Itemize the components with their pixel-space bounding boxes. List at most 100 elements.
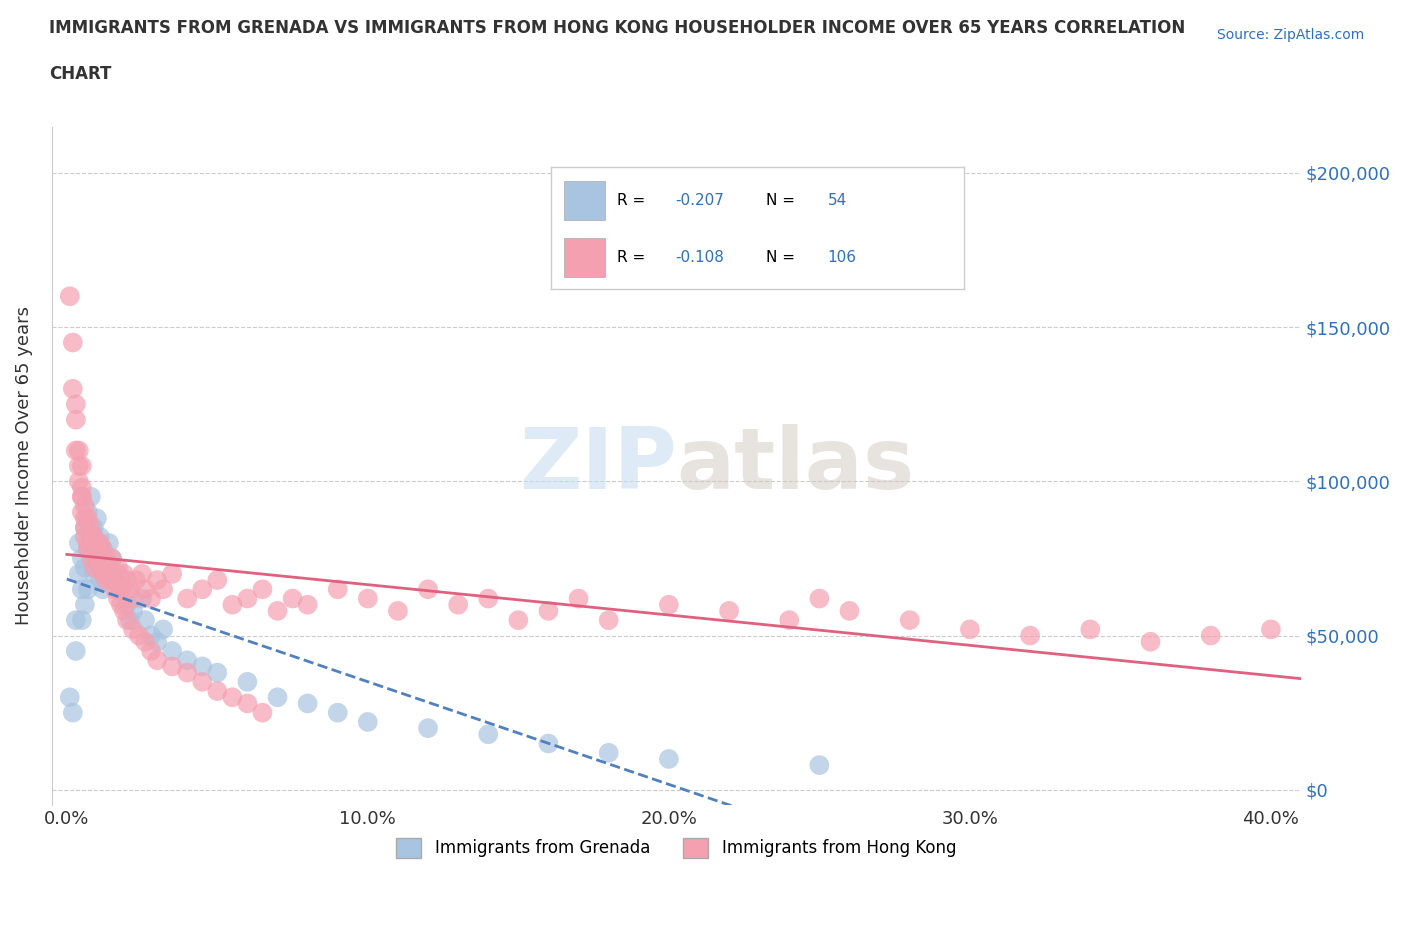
Point: [326, 582, 349, 597]
Point: [91, 542, 114, 557]
Point: [80, 536, 103, 551]
Point: [115, 613, 138, 628]
Point: [191, 674, 214, 689]
Point: [236, 674, 259, 689]
Point: [94, 560, 117, 575]
Point: [65, 397, 87, 412]
Point: [70, 458, 93, 473]
Point: [1260, 622, 1282, 637]
Point: [65, 443, 87, 458]
Point: [80, 551, 103, 565]
Point: [207, 573, 229, 588]
Point: [115, 573, 138, 588]
Point: [70, 489, 93, 504]
Point: [778, 613, 800, 628]
Point: [76, 511, 98, 525]
Point: [67, 566, 90, 581]
Point: [326, 705, 349, 720]
Point: [89, 536, 111, 551]
Point: [131, 591, 153, 606]
Point: [152, 582, 174, 597]
Point: [658, 751, 681, 766]
Point: [83, 520, 105, 535]
Point: [387, 604, 409, 618]
Point: [221, 597, 243, 612]
Point: [101, 566, 124, 581]
Point: [236, 696, 259, 711]
Point: [1078, 622, 1101, 637]
Point: [91, 566, 114, 581]
Point: [537, 604, 560, 618]
Point: [70, 613, 93, 628]
Point: [101, 551, 124, 565]
Point: [357, 591, 380, 606]
Point: [176, 653, 198, 668]
Point: [658, 597, 681, 612]
Point: [128, 628, 150, 643]
Point: [91, 582, 114, 597]
Point: [160, 644, 183, 658]
Point: [89, 529, 111, 544]
Point: [357, 714, 380, 729]
Point: [86, 551, 108, 565]
Point: [80, 520, 103, 535]
Point: [118, 613, 141, 628]
Point: [65, 644, 87, 658]
Point: [101, 551, 124, 565]
Point: [70, 480, 93, 495]
Point: [160, 566, 183, 581]
Point: [83, 560, 105, 575]
Point: [76, 542, 98, 557]
Point: [416, 721, 439, 736]
Point: [191, 659, 214, 674]
Point: [122, 622, 145, 637]
Point: [83, 536, 105, 551]
Point: [139, 591, 162, 606]
Point: [70, 551, 93, 565]
Point: [139, 628, 162, 643]
Point: [89, 560, 111, 575]
Point: [94, 573, 117, 588]
Point: [73, 597, 96, 612]
Point: [236, 591, 259, 606]
Point: [508, 613, 530, 628]
Point: [718, 604, 741, 618]
Point: [959, 622, 981, 637]
Point: [70, 505, 93, 520]
Point: [107, 566, 129, 581]
Point: [62, 335, 84, 350]
Point: [62, 381, 84, 396]
Point: [477, 727, 499, 742]
Y-axis label: Householder Income Over 65 years: Householder Income Over 65 years: [15, 306, 32, 625]
Point: [112, 604, 135, 618]
Point: [152, 622, 174, 637]
Point: [221, 690, 243, 705]
Point: [110, 597, 132, 612]
Text: Source: ZipAtlas.com: Source: ZipAtlas.com: [1216, 28, 1364, 42]
Point: [134, 613, 156, 628]
Point: [146, 573, 169, 588]
Point: [67, 443, 90, 458]
Point: [122, 604, 145, 618]
Point: [73, 498, 96, 513]
Point: [808, 758, 831, 773]
Point: [65, 613, 87, 628]
Point: [898, 613, 921, 628]
Point: [134, 634, 156, 649]
Point: [97, 536, 120, 551]
Point: [266, 604, 288, 618]
Point: [104, 582, 127, 597]
Point: [139, 644, 162, 658]
Point: [65, 412, 87, 427]
Point: [447, 597, 470, 612]
Point: [567, 591, 589, 606]
Point: [134, 582, 156, 597]
Point: [176, 665, 198, 680]
Point: [76, 582, 98, 597]
Point: [67, 474, 90, 489]
Point: [207, 684, 229, 698]
Point: [146, 653, 169, 668]
Point: [191, 582, 214, 597]
Point: [83, 566, 105, 581]
Text: IMMIGRANTS FROM GRENADA VS IMMIGRANTS FROM HONG KONG HOUSEHOLDER INCOME OVER 65 : IMMIGRANTS FROM GRENADA VS IMMIGRANTS FR…: [49, 19, 1185, 36]
